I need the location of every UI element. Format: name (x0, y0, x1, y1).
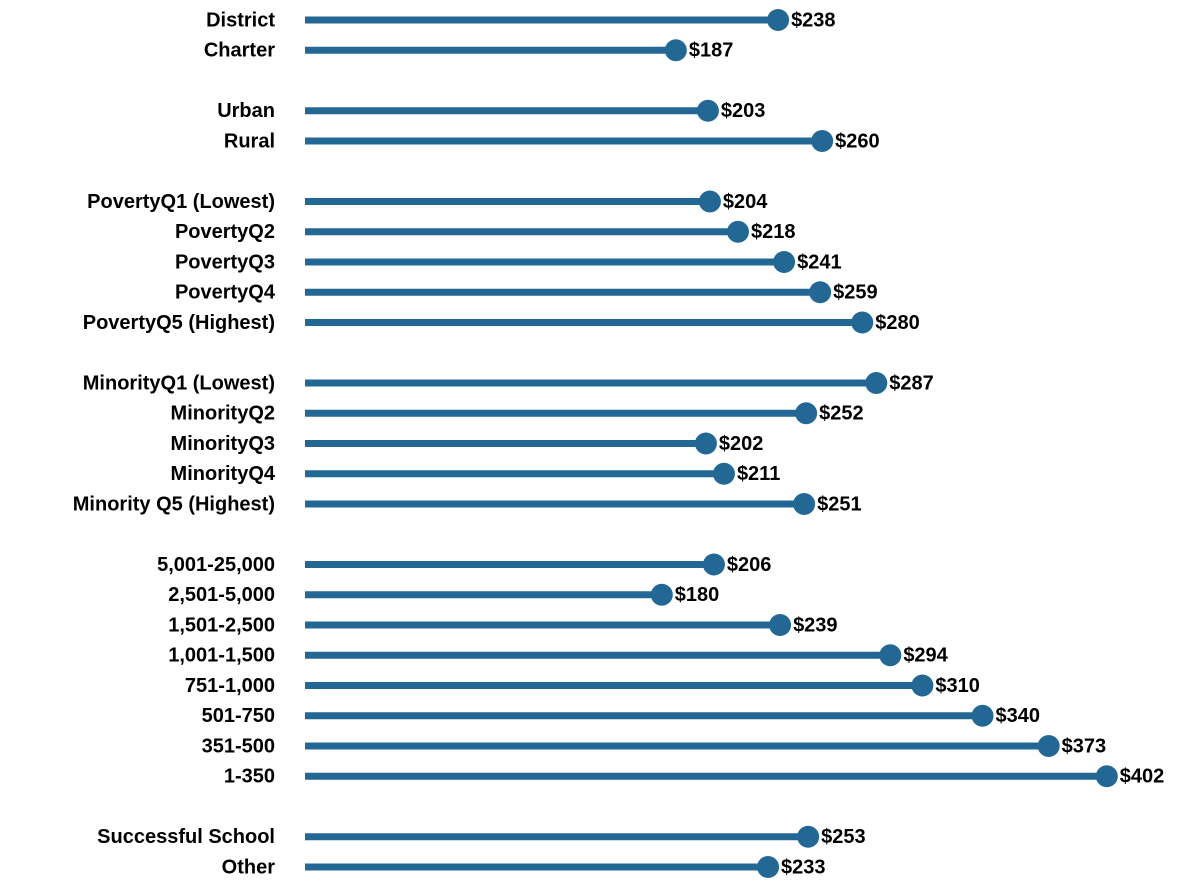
category-label: MinorityQ1 (Lowest) (83, 372, 275, 394)
dot (1095, 765, 1118, 788)
value-label: $211 (737, 463, 780, 485)
value-label: $280 (875, 312, 920, 334)
category-label: Urban (217, 100, 275, 122)
dot (795, 402, 818, 425)
category-label: 501-750 (202, 705, 275, 727)
dot (851, 311, 874, 334)
category-label: Rural (224, 130, 275, 152)
value-label: $252 (819, 403, 864, 425)
dot (809, 281, 832, 304)
category-label: Minority Q5 (Highest) (73, 493, 275, 515)
dot (698, 190, 721, 213)
category-label: Charter (204, 40, 275, 62)
dot (702, 553, 725, 576)
dot (650, 583, 673, 606)
value-label: $241 (797, 251, 842, 273)
category-label: MinorityQ2 (171, 403, 275, 425)
category-label: 351-500 (202, 735, 275, 757)
category-label: Other (222, 856, 276, 878)
value-label: $251 (817, 493, 862, 515)
dot (757, 856, 780, 878)
category-label: 2,501-5,000 (168, 584, 275, 606)
value-label: $253 (821, 826, 866, 848)
value-label: $218 (751, 221, 796, 243)
dot (911, 674, 934, 697)
category-label: 1-350 (224, 766, 275, 788)
value-label: $187 (689, 40, 734, 62)
dot (696, 99, 719, 122)
dot (865, 372, 888, 394)
category-label: 751-1,000 (185, 675, 275, 697)
category-label: PovertyQ3 (175, 251, 275, 273)
value-label: $233 (781, 856, 826, 878)
dot (726, 220, 749, 243)
category-label: PovertyQ4 (175, 282, 276, 304)
value-label: $260 (835, 130, 880, 152)
category-label: 1,501-2,500 (168, 614, 275, 636)
value-label: $206 (727, 554, 772, 576)
value-label: $340 (996, 705, 1041, 727)
category-label: PovertyQ5 (Highest) (83, 312, 275, 334)
dot (664, 39, 687, 62)
dot (811, 130, 834, 152)
category-label: PovertyQ2 (175, 221, 275, 243)
dot (797, 825, 820, 848)
dot (694, 432, 717, 455)
value-label: $259 (833, 282, 878, 304)
value-label: $287 (889, 372, 934, 394)
value-label: $180 (675, 584, 720, 606)
category-label: District (206, 9, 275, 31)
category-label: 5,001-25,000 (157, 554, 275, 576)
category-label: PovertyQ1 (Lowest) (87, 191, 275, 213)
value-label: $402 (1120, 766, 1165, 788)
value-label: $294 (903, 645, 948, 667)
value-label: $203 (721, 100, 766, 122)
value-label: $204 (723, 191, 768, 213)
category-label: MinorityQ3 (171, 433, 275, 455)
dot (879, 644, 902, 667)
dot (712, 462, 735, 485)
dot (1037, 735, 1060, 757)
dot (793, 493, 816, 515)
dot (773, 251, 796, 273)
value-label: $238 (791, 9, 836, 31)
value-label: $373 (1062, 735, 1107, 757)
category-label: Successful School (97, 826, 275, 848)
dot (767, 9, 790, 31)
value-label: $239 (793, 614, 838, 636)
category-label: 1,001-1,500 (168, 645, 275, 667)
category-label: MinorityQ4 (171, 463, 276, 485)
dot (769, 614, 792, 636)
value-label: $310 (935, 675, 980, 697)
value-label: $202 (719, 433, 764, 455)
dot (971, 704, 994, 727)
